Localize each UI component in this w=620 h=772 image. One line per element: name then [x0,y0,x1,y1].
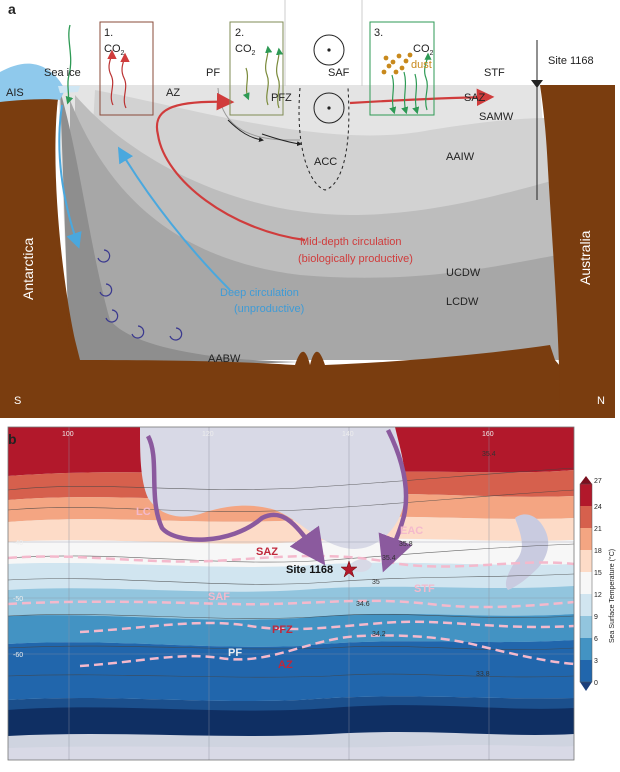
acc-circle-top [313,34,345,66]
acc-circle-bottom [313,92,345,124]
colorbar-tick: 18 [594,548,602,555]
panel-b-letter: b [8,431,17,447]
box-2 [229,21,284,116]
new-zealand-map-land [505,514,549,590]
map-label-az: AZ [278,659,293,671]
colorbar-title: Sea Surface Temperature (°C) [608,549,616,643]
salinity-label: 33.8 [476,671,490,678]
salinity-label: 35 [372,579,380,586]
australia-land [540,85,615,418]
site-1168-marker [531,80,543,88]
salinity-label: 34.2 [372,631,386,638]
box-1 [99,21,154,116]
label-antarctica: Antarctica [20,238,36,300]
label-aaiw: AAIW [446,151,475,163]
box-1-gas: CO2 [104,43,125,57]
box-3-dust: dust [411,59,432,71]
label-ais: AIS [6,87,24,99]
lon-tick: 120 [202,431,214,438]
front-pfz [79,620,574,634]
box-3 [369,21,435,116]
dust-particles [381,52,413,75]
panel-a-letter: a [8,1,16,17]
mid-depth-label-line1: Mid-depth circulation [300,236,402,248]
current-lc [145,434,326,566]
salinity-label: 35.8 [399,541,413,548]
box-3-number: 3. [374,27,383,39]
label-aabw: AABW [208,353,241,365]
map-label-saz: SAZ [256,546,278,558]
colorbar-tick: 0 [594,680,598,687]
box-1-number: 1. [104,27,113,39]
front-pf [79,634,574,668]
label-site-1168: Site 1168 [548,55,594,67]
map-label-pfz: PFZ [272,624,293,636]
deep-circulation-arrow-1 [58,104,82,249]
deep-label-line2: (unproductive) [234,303,304,315]
map-label-stf: STF [414,583,435,595]
label-pf: PF [206,67,220,79]
lat-tick: -60 [13,652,23,659]
colorbar-tick: 21 [594,526,602,533]
colorbar-tick: 27 [594,478,602,485]
colorbar-tick: 24 [594,504,602,511]
label-australia: Australia [577,230,593,285]
label-sea-ice: Sea ice [44,67,81,79]
deep-label-line1: Deep circulation [220,287,299,299]
acc-outline [298,87,350,191]
box-2-gas: CO2 [235,43,256,57]
colorbar-tick: 9 [594,614,598,621]
mid-depth-arrow-1 [155,92,306,242]
lon-tick: 100 [62,431,74,438]
map-label-lc: LC [136,506,151,518]
salinity-label: 35.4 [382,555,396,562]
label-ucdw: UCDW [446,267,481,279]
lat-tick: -40 [13,540,23,547]
label-samw: SAMW [479,111,514,123]
label-stf: STF [484,67,505,79]
map-label-saf: SAF [208,591,230,603]
panel-b-map: b LC EAC SAZ Site 1168 SAF STF PFZ PF AZ… [0,418,620,772]
ice-sheet [0,63,65,102]
lat-tick: -50 [13,596,23,603]
box-2-number: 2. [235,27,244,39]
sst-colorbar [579,476,593,691]
box-3-gas: CO2 [413,43,434,57]
colorbar-tick: 15 [594,570,602,577]
map-label-pf: PF [228,647,242,659]
colorbar-tick: 12 [594,592,602,599]
site-1168-star [340,560,358,578]
label-south: S [14,395,21,407]
lon-tick: 140 [342,431,354,438]
lcdw-layer [70,100,560,360]
australia-map-land [140,427,406,549]
eddy-symbols [97,249,183,341]
lon-tick: 160 [482,431,494,438]
aabw-layer [60,90,300,370]
deep-circulation-arrow-2 [117,146,231,291]
map-label-eac: EAC [400,525,423,537]
colorbar-tick: 6 [594,636,598,643]
map-label-site-1168: Site 1168 [286,564,333,576]
label-acc: ACC [314,156,337,168]
label-saf: SAF [328,67,350,79]
salinity-label: 34.6 [356,601,370,608]
label-az: AZ [166,87,180,99]
current-eac [378,428,413,573]
front-saf [8,599,574,609]
panel-a-diagram: a 1. CO2 2. CO2 3. CO2 dust Sea ice AIS … [0,0,615,418]
mid-depth-label-line2: (biologically productive) [298,253,413,265]
label-lcdw: LCDW [446,296,479,308]
label-north: N [597,395,605,407]
salinity-label: 35.4 [482,451,496,458]
label-pfz: PFZ [271,92,292,104]
colorbar-tick: 3 [594,658,598,665]
mid-depth-arrow-2 [349,88,495,107]
label-saz: SAZ [464,92,486,104]
